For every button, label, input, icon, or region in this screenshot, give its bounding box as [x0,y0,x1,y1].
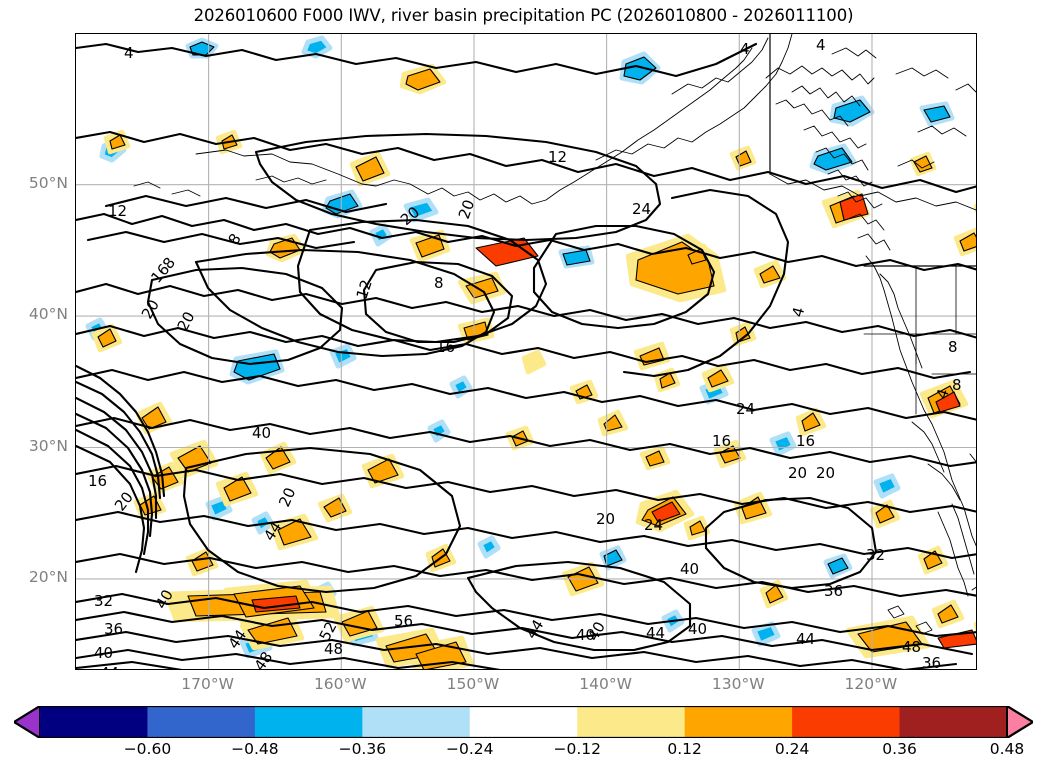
colorbar-tick-label: 0.36 [882,740,917,758]
colorbar-swatch [147,706,256,738]
svg-text:12: 12 [548,148,567,166]
colorbar-swatch [469,706,578,738]
longitude-tick-label: 130°W [711,675,765,693]
longitude-tick-label: 150°W [446,675,500,693]
svg-text:4: 4 [124,44,134,62]
svg-text:40: 40 [94,644,113,662]
map-gridlines [76,34,976,669]
svg-text:44: 44 [796,630,815,648]
svg-text:48: 48 [324,640,343,658]
svg-text:40: 40 [688,620,707,638]
colorbar-under-arrow [12,704,41,740]
svg-text:8: 8 [952,376,962,394]
svg-text:40: 40 [576,626,595,644]
svg-text:12: 12 [353,278,376,302]
colorbar-tick-label: −0.36 [338,740,387,758]
svg-text:20: 20 [275,485,299,510]
svg-text:16: 16 [436,338,455,356]
latitude-tick-label: 30°N [28,436,68,455]
longitude-tick-label: 170°W [181,675,234,693]
latitude-tick-label: 50°N [28,174,68,193]
svg-text:20: 20 [596,510,615,528]
svg-text:36: 36 [824,582,843,600]
svg-text:44: 44 [646,624,665,642]
svg-text:8: 8 [948,338,958,356]
filled-anomaly-patches [85,35,976,669]
svg-text:24: 24 [632,200,651,218]
page-title: 2026010600 F000 IWV, river basin precipi… [193,6,854,25]
svg-text:20: 20 [788,464,807,482]
svg-text:48: 48 [902,638,921,656]
svg-text:8: 8 [434,274,444,292]
svg-text:20: 20 [174,309,199,334]
colorbar-tick-label: 0.12 [667,740,702,758]
colorbar-tick-label: −0.12 [553,740,601,758]
svg-text:20: 20 [455,197,478,221]
svg-text:16: 16 [88,472,107,490]
colorbar-swatch [40,706,148,738]
svg-text:16: 16 [796,432,815,450]
svg-text:24: 24 [736,400,755,418]
svg-text:4: 4 [740,40,750,58]
svg-text:32: 32 [866,546,885,564]
latitude-tick-labels: 50°N 40°N 30°N 20°N [0,0,68,765]
longitude-tick-label: 140°W [579,675,632,693]
colorbar-tick-label: 0.24 [774,740,810,758]
colorbar-swatch [684,706,793,738]
svg-text:40: 40 [252,424,271,442]
svg-text:56: 56 [394,612,413,630]
svg-text:36: 36 [104,620,123,638]
svg-text:12: 12 [108,202,127,220]
colorbar-tick-label: −0.24 [446,740,494,758]
colorbar-swatch [577,706,686,738]
colorbar-swatch [362,706,471,738]
svg-text:36: 36 [922,654,941,670]
svg-text:24: 24 [644,516,663,534]
iwv-contours [76,42,976,669]
longitude-tick-label: 120°W [844,675,898,693]
colorbar-swatches [11,704,1036,743]
svg-text:40: 40 [680,560,699,578]
svg-text:32: 32 [94,592,113,610]
svg-text:44: 44 [316,668,335,670]
svg-text:8: 8 [225,230,245,248]
svg-text:4: 4 [816,36,826,54]
longitude-tick-label: 160°W [313,675,367,693]
colorbar-swatch [899,706,1008,738]
colorbar-tick-label: 0.48 [989,740,1025,758]
colorbar[interactable] [11,704,1036,743]
svg-text:20: 20 [816,464,835,482]
svg-text:4: 4 [788,305,808,319]
svg-text:20: 20 [138,296,163,322]
colorbar-tick-label: −0.60 [123,740,172,758]
colorbar-over-arrow [1006,704,1035,740]
colorbar-swatch [254,706,363,738]
map-axes[interactable]: 4 4 4 12 8 12 24 20 20 8 12 16 8 16 20 1… [75,33,977,670]
svg-text:16: 16 [712,432,731,450]
colorbar-swatch [792,706,901,738]
colorbar-tick-label: −0.48 [231,740,279,758]
map-plot: 4 4 4 12 8 12 24 20 20 8 12 16 8 16 20 1… [76,34,976,670]
latitude-tick-label: 40°N [28,305,68,324]
svg-text:44: 44 [100,664,119,670]
latitude-tick-label: 20°N [28,568,68,587]
